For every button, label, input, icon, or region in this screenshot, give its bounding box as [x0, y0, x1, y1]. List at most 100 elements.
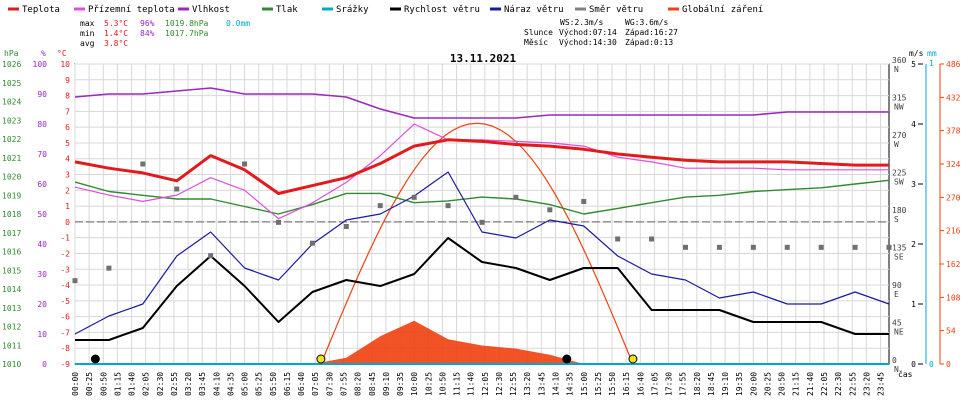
axis-tick-dir-letter: S: [894, 215, 899, 224]
axis-tick-x: 18:45: [707, 372, 716, 396]
wind-direction-point: [716, 244, 722, 250]
axis-tick-c: -9: [60, 360, 70, 369]
wind-direction-point: [581, 199, 587, 204]
axis-tick-x: 05:00: [241, 372, 250, 396]
stat-max-label: max: [80, 19, 95, 28]
series-line-vlhkost: [74, 87, 889, 119]
axis-tick-x: 17:55: [679, 372, 688, 396]
axis-tick-wm2: 54: [946, 327, 956, 336]
wind-direction-point: [615, 236, 621, 242]
axis-tick-wm2: 108: [946, 293, 961, 302]
axis-tick-hpa: 1023: [2, 116, 21, 125]
axis-tick-pct: 90: [37, 90, 47, 99]
axis-tick-x: 19:35: [735, 372, 744, 396]
axis-tick-hpa: 1014: [2, 285, 21, 294]
axis-tick-x: 21:15: [792, 372, 801, 396]
moon-event-icon: [562, 354, 572, 364]
axis-tick-x: 13:45: [537, 372, 546, 396]
legend-label-prizemni: Přízemní teplota: [88, 5, 175, 15]
axis-tick-c: 5: [65, 139, 70, 148]
axis-tick-c: -5: [60, 297, 70, 306]
info-slunce: Slunce: [524, 28, 553, 37]
axis-label-pct: %: [41, 49, 46, 58]
axis-tick-dir-letter: N: [894, 65, 899, 74]
legend-label-tlak: Tlak: [276, 5, 298, 15]
axis-tick-dir: 360: [892, 56, 907, 65]
wind-direction-point: [513, 194, 519, 200]
series-lines: [74, 87, 890, 365]
axis-tick-dir-letter: SW: [894, 178, 904, 187]
axis-tick-x: 03:20: [184, 372, 193, 396]
axis-tick-hpa: 1025: [2, 79, 21, 88]
wind-direction-point: [276, 219, 281, 225]
axis-tick-x: 17:05: [650, 372, 659, 396]
axis-tick-dir: 135: [892, 244, 907, 253]
axis-tick-x: 17:30: [665, 372, 674, 396]
header-info: max 5.3°C 96% 1019.8hPa 0.0mm min 1.4°C 84% 1017…: [80, 18, 678, 48]
axis-tick-dir: 315: [892, 94, 907, 103]
axis-tick-x: 11:40: [467, 372, 476, 396]
axis-tick-c: 0: [65, 218, 70, 227]
axis-tick-c: -7: [60, 328, 70, 337]
info-slunce-vychod: Východ:07:14: [559, 28, 617, 37]
axis-tick-x: 12:30: [495, 372, 504, 396]
axis-tick-x: 07:55: [340, 372, 349, 396]
series-line-tlak: [74, 179, 890, 215]
axis-tick-x: 09:10: [382, 372, 391, 396]
axis-tick-dir-letter: N: [894, 365, 899, 374]
axis-tick-x: 06:15: [283, 372, 292, 396]
legend-label-vlhkost: Vlhkost: [192, 5, 230, 15]
axis-tick-pct: 20: [37, 300, 47, 309]
axis-tick-c: 6: [65, 123, 70, 132]
axis-tick-wm2: 216: [946, 227, 961, 236]
wind-direction-point: [174, 186, 180, 192]
wind-direction-point: [411, 194, 417, 200]
axis-tick-pct: 60: [37, 180, 47, 189]
plot-frame: [74, 63, 890, 365]
info-mesic: Měsíc: [524, 38, 548, 47]
axis-tick-dir-letter: E: [894, 290, 899, 299]
legend-label-smer: Směr větru: [589, 5, 643, 15]
axis-tick-hpa: 1022: [2, 135, 21, 144]
axis-tick-x: 15:00: [580, 372, 589, 396]
axis-tick-x: 05:50: [269, 372, 278, 396]
axis-tick-hpa: 1018: [2, 210, 21, 219]
wind-direction-point: [886, 244, 892, 250]
stat-min-hum: 84%: [140, 29, 155, 38]
axis-tick-x: 04:10: [212, 372, 221, 396]
axis-tick-c: 1: [65, 202, 70, 211]
axis-tick-x: 22:55: [848, 372, 857, 396]
axis-tick-x: 10:00: [410, 372, 419, 396]
info-slunce-zapad: Západ:16:27: [625, 28, 678, 37]
axis-tick-pct: 70: [37, 150, 47, 159]
axis-tick-hpa: 1011: [2, 341, 21, 350]
axis-tick-dir: 90: [892, 281, 902, 290]
axis-tick-dir: 225: [892, 169, 907, 178]
axis-tick-hpa: 1017: [2, 229, 21, 238]
axis-tick-c: 10: [60, 60, 70, 69]
wind-direction-point: [309, 240, 315, 246]
axis-tick-x: 05:25: [255, 372, 264, 396]
sun-event-icon: [628, 354, 638, 364]
axis-tick-pct: 0: [42, 360, 47, 369]
axis-tick-c: 2: [65, 186, 70, 195]
axis-tick-x: 19:10: [721, 372, 730, 396]
series-area-globalni-zareni: [75, 320, 889, 364]
wind-direction-point: [377, 203, 383, 209]
axis-tick-hpa: 1015: [2, 266, 21, 275]
stat-max-press: 1019.8hPa: [165, 19, 209, 28]
axis-tick-pct: 10: [37, 330, 47, 339]
axis-tick-x: 16:40: [636, 372, 645, 396]
axis-tick-ms: 5: [911, 60, 916, 69]
legend-label-srazky: Srážky: [336, 5, 369, 15]
axis-tick-hpa: 1019: [2, 191, 21, 200]
axis-tick-mm: 1: [929, 59, 934, 68]
axis-tick-x: 12:55: [509, 372, 518, 396]
axis-tick-x: 02:55: [170, 372, 179, 396]
axis-tick-x: 23:20: [862, 372, 871, 396]
axis-tick-c: 9: [65, 76, 70, 85]
axis-tick-x: 20:00: [749, 372, 758, 396]
wind-direction-point: [445, 203, 451, 209]
